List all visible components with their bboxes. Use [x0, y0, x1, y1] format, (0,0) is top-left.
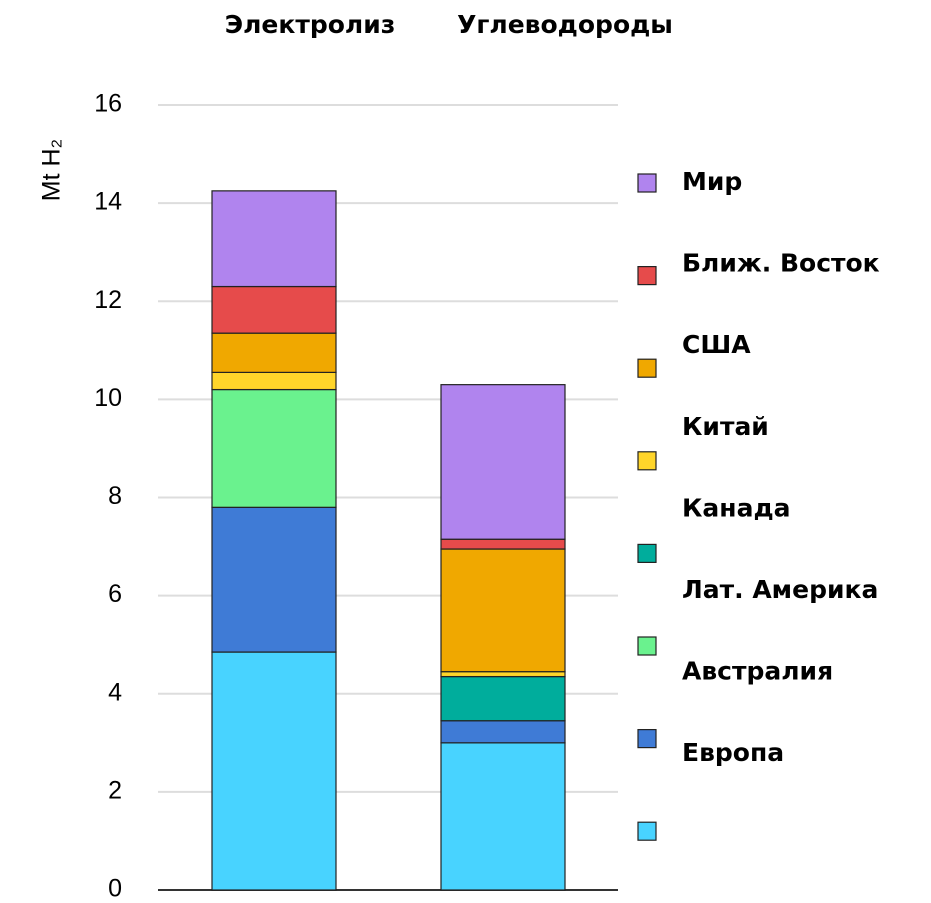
legend-label: Мир: [682, 167, 742, 196]
y-tick-label: 10: [94, 384, 122, 412]
legend-swatch: [637, 543, 657, 564]
y-tick-label: 14: [94, 188, 122, 216]
legend-label: Китай: [682, 412, 769, 441]
y-tick-label: 4: [108, 678, 122, 706]
legend-swatch: [637, 821, 657, 841]
y-tick-label: 8: [108, 482, 122, 510]
legend-swatch: [637, 358, 657, 378]
category-label: Углеводороды: [457, 10, 673, 39]
bar-segment: [211, 651, 337, 891]
bar-segment: [440, 548, 566, 673]
bar-segment: [440, 384, 566, 540]
legend-swatch: [637, 728, 657, 749]
bar-segment: [211, 371, 337, 391]
legend-label: Австралия: [682, 657, 833, 686]
legend-swatch: [637, 636, 657, 656]
legend-label: Ближ. Восток: [682, 249, 880, 278]
bar-segment: [211, 190, 337, 288]
bar-segment: [211, 506, 337, 653]
y-tick-label: 2: [108, 776, 122, 804]
y-axis-label: Mt H₂: [38, 139, 66, 201]
bar-segment: [440, 742, 566, 891]
legend-swatch: [637, 173, 657, 193]
bar-segment: [211, 388, 337, 508]
bar-segment: [440, 675, 566, 722]
bar-segment: [211, 285, 337, 334]
legend-label: США: [682, 330, 751, 359]
bar-segment: [211, 332, 337, 373]
legend-label: Лат. Америка: [682, 575, 878, 604]
y-tick-label: 16: [94, 90, 122, 118]
bar-segment: [440, 720, 566, 744]
legend-label: Европа: [682, 738, 784, 767]
y-tick-label: 12: [94, 286, 122, 314]
bar-segment: [440, 671, 566, 678]
y-tick-label: 6: [108, 580, 122, 608]
legend-swatch: [637, 451, 657, 471]
y-tick-label: 0: [108, 875, 122, 903]
legend-swatch: [637, 266, 657, 286]
bar-segment: [440, 538, 566, 550]
category-label: Электролиз: [225, 10, 396, 39]
legend-label: Канада: [682, 493, 791, 522]
